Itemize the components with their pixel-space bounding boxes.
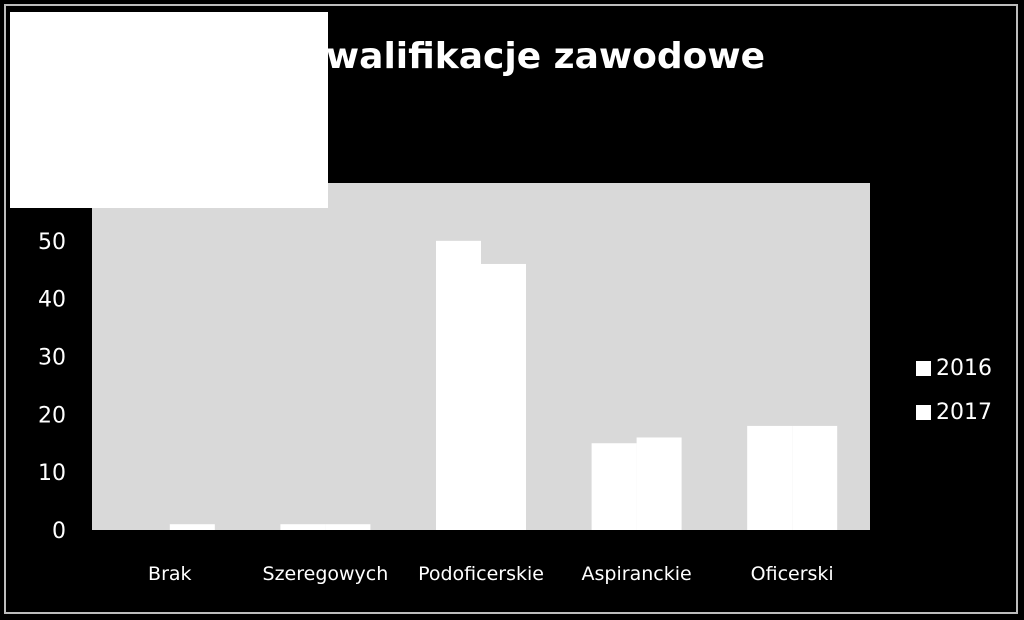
chart-frame — [4, 4, 1018, 614]
x-tick-label: Oficerski — [751, 563, 834, 585]
bar-2016-podoficerskie — [436, 240, 481, 531]
y-tick-label: 10 — [38, 461, 66, 486]
bar-2017-szeregowych — [325, 524, 371, 530]
y-tick-label: 0 — [52, 519, 66, 544]
bar-2016-aspiranckie — [591, 443, 637, 530]
y-tick-label: 50 — [38, 230, 66, 255]
x-tick-label: Brak — [148, 563, 192, 585]
bar-2016-oficerski — [747, 425, 793, 530]
legend-swatch-2016 — [916, 360, 931, 376]
bar-2016-szeregowych — [280, 524, 326, 530]
white-overlay — [10, 12, 328, 208]
bar-2017-brak — [169, 524, 215, 530]
legend-item-2017: 2017 — [916, 394, 992, 430]
legend-label-2017: 2017 — [936, 399, 992, 425]
legend-item-2016: 2016 — [916, 350, 992, 386]
y-tick-label: 30 — [38, 346, 66, 371]
bar-2017-aspiranckie — [636, 437, 682, 530]
title-clip: Kwalifikacje zawodowe — [328, 30, 778, 90]
y-axis-ticks: 0 10 20 30 40 50 — [38, 230, 66, 544]
legend-label-2016: 2016 — [936, 355, 992, 381]
x-axis-ticks: Brak Szeregowych Podoficerskie Aspiranckie O… — [148, 563, 834, 585]
bar-2017-oficerski — [792, 425, 838, 530]
chart-title: Kwalifikacje zawodowe — [328, 36, 766, 77]
y-tick-label: 40 — [38, 288, 66, 313]
legend: 2016 2017 — [916, 350, 992, 438]
legend-swatch-2017 — [916, 404, 931, 420]
bar-2017-podoficerskie — [481, 263, 526, 530]
bars-group — [169, 240, 838, 531]
x-tick-label: Szeregowych — [263, 563, 389, 585]
y-tick-label: 20 — [38, 403, 66, 428]
x-tick-label: Podoficerskie — [418, 563, 544, 585]
x-tick-label: Aspiranckie — [582, 563, 692, 585]
